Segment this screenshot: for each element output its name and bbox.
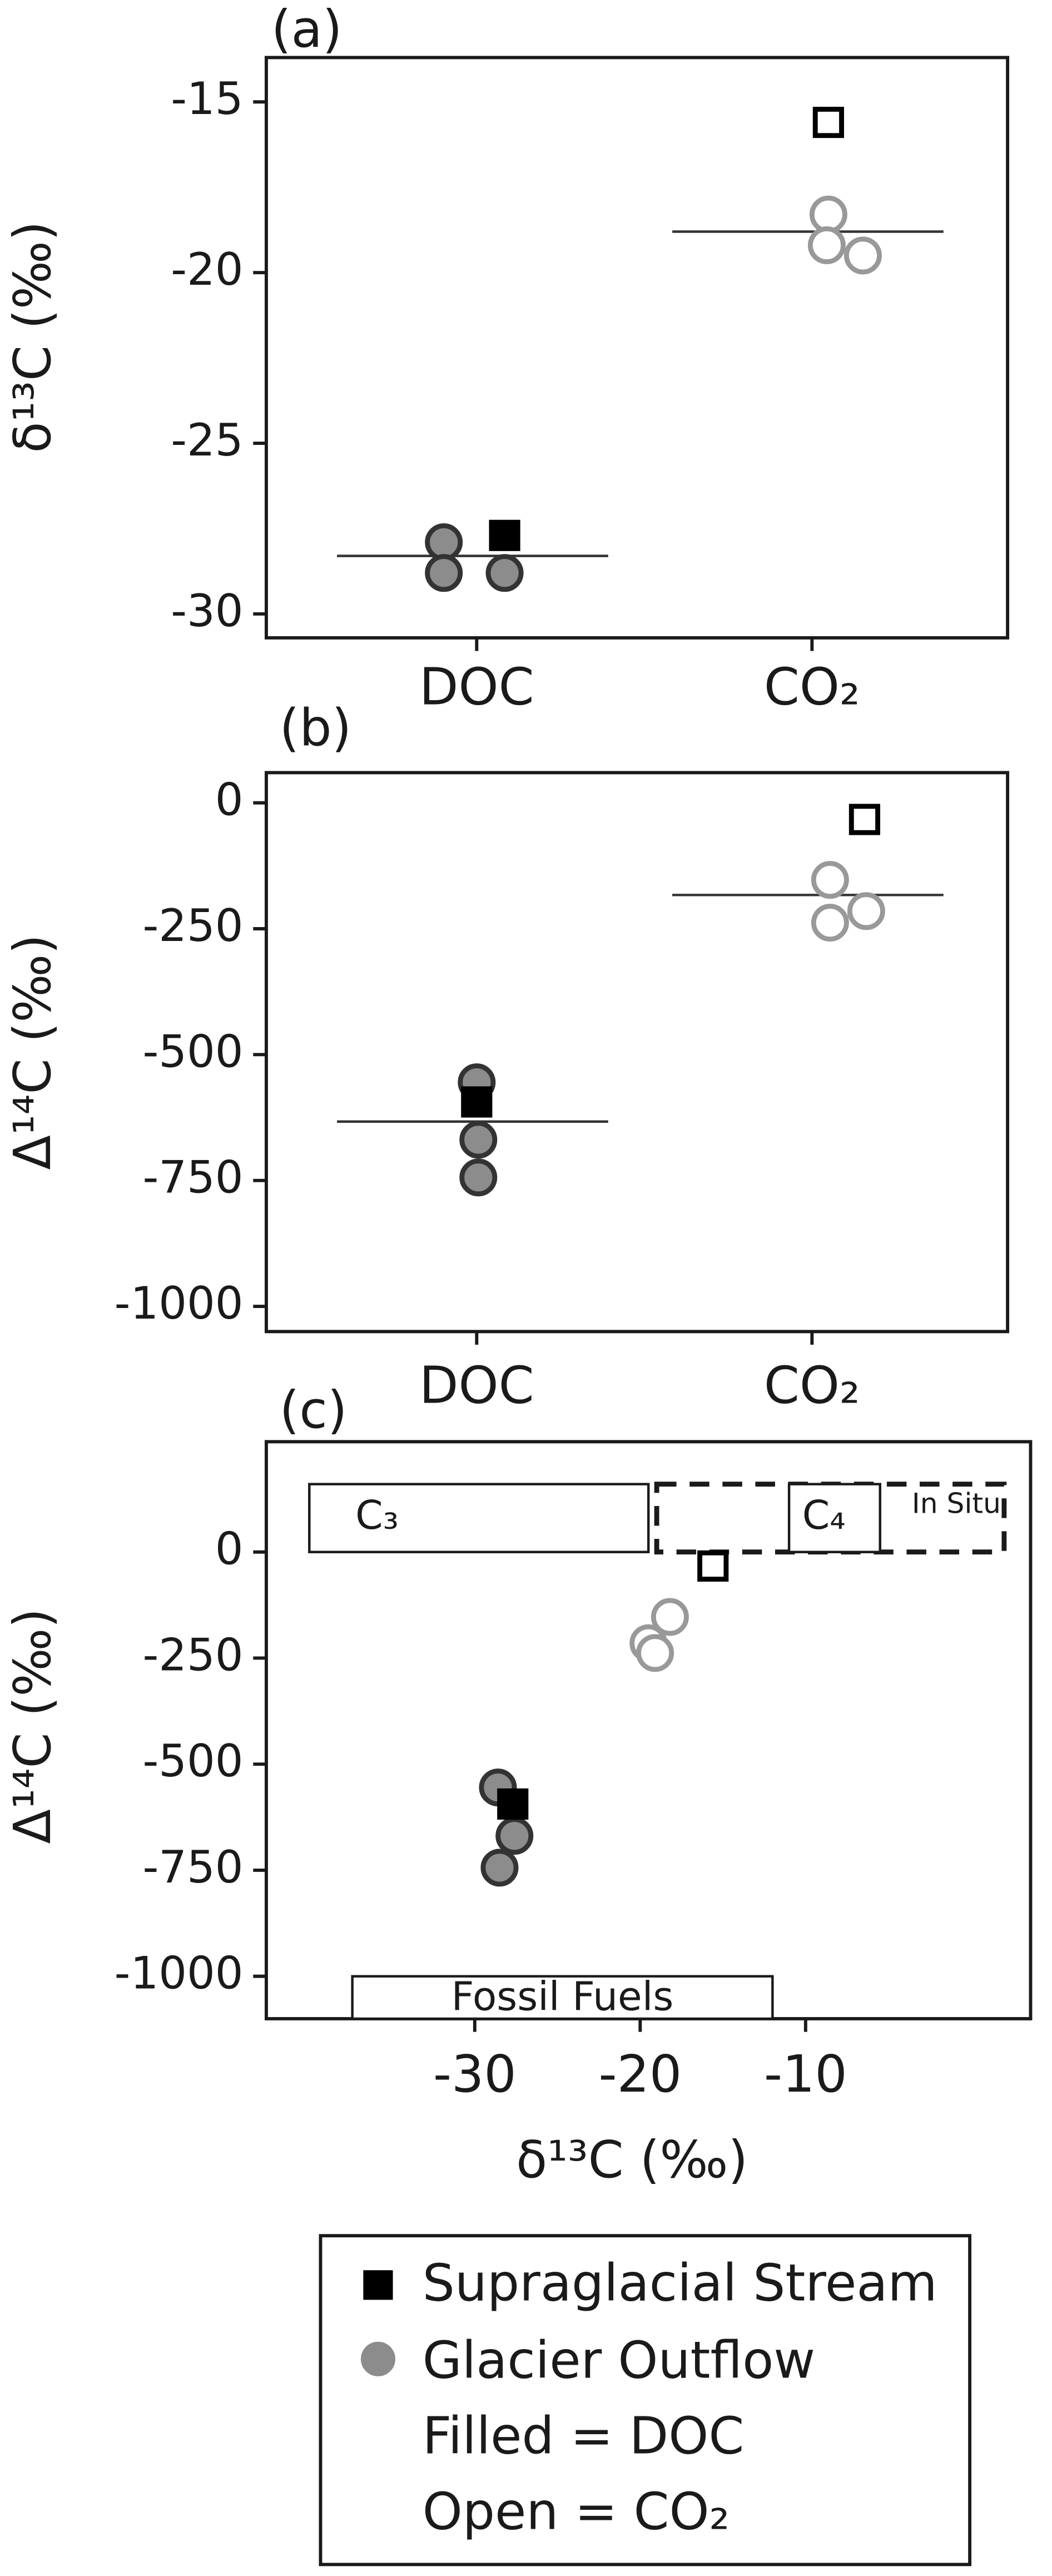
x-tick-label: -30 — [433, 2044, 517, 2104]
x-tick-label: DOC — [419, 1356, 534, 1415]
y-tick-label: -20 — [171, 244, 243, 295]
circle-marker — [636, 1634, 674, 1672]
circle-marker — [847, 892, 885, 930]
y-tick-label: 0 — [215, 774, 244, 826]
legend-note: Filled = DOC — [423, 2406, 745, 2466]
y-axis-label: δ¹³C (‰) — [3, 221, 62, 453]
circle-marker — [459, 1121, 498, 1159]
circle-marker — [651, 1598, 689, 1636]
plot-frame — [265, 56, 1010, 640]
y-tick-label: -750 — [142, 1152, 243, 1203]
square-marker — [489, 519, 520, 551]
y-axis-label: Δ¹⁴C (‰) — [3, 1608, 62, 1844]
legend-circle — [360, 2341, 396, 2376]
legend-note: Open = CO₂ — [423, 2482, 730, 2542]
square-marker — [848, 804, 881, 835]
panel-label: (a) — [271, 0, 343, 59]
y-tick-label: -500 — [142, 1026, 243, 1077]
range-label: In Situ — [912, 1487, 1001, 1520]
legend-label: Supraglacial Stream — [423, 2253, 937, 2313]
y-tick-label: -30 — [171, 585, 243, 637]
panel-label: (b) — [280, 698, 352, 757]
circle-marker — [843, 236, 882, 275]
y-tick-label: -1000 — [115, 1277, 244, 1329]
x-tick-label: DOC — [419, 657, 534, 716]
circle-marker — [425, 554, 463, 592]
range-box — [351, 1975, 774, 2020]
y-tick-label: -1000 — [115, 1948, 244, 1999]
legend-label: Glacier Outflow — [423, 2331, 815, 2390]
legend-box — [319, 2234, 972, 2567]
range-label: C₄ — [802, 1492, 846, 1538]
circle-marker — [811, 861, 849, 899]
circle-marker — [459, 1158, 498, 1197]
circle-marker — [809, 195, 847, 234]
square-marker — [461, 1086, 493, 1118]
square-marker — [812, 106, 844, 138]
circle-marker — [495, 1817, 534, 1855]
y-axis-label: Δ¹⁴C (‰) — [3, 934, 62, 1170]
legend-square — [363, 2270, 393, 2300]
y-tick-label: -500 — [142, 1735, 243, 1787]
y-tick-label: -750 — [142, 1841, 243, 1893]
y-tick-label: -25 — [171, 414, 243, 466]
range-box — [787, 1483, 881, 1553]
square-marker — [497, 1788, 529, 1820]
y-tick-label: -15 — [171, 73, 243, 125]
circle-marker — [425, 523, 463, 562]
range-box — [308, 1483, 650, 1553]
circle-marker — [807, 226, 846, 265]
y-tick-label: 0 — [215, 1523, 244, 1575]
range-label: Fossil Fuels — [451, 1973, 674, 2019]
circle-marker — [480, 1849, 519, 1887]
circle-marker — [485, 554, 524, 592]
x-tick-label: CO₂ — [764, 657, 860, 716]
square-marker — [697, 1550, 729, 1582]
x-tick-label: -20 — [599, 2044, 682, 2104]
range-label: C₃ — [355, 1492, 399, 1538]
plot-frame — [265, 771, 1010, 1334]
circle-marker — [811, 904, 849, 942]
y-tick-label: -250 — [142, 1629, 243, 1681]
panel-label: (c) — [280, 1380, 348, 1440]
y-tick-label: -250 — [142, 900, 243, 952]
x-tick-label: -10 — [764, 2044, 847, 2104]
x-tick-label: CO₂ — [764, 1356, 860, 1415]
x-axis-label: δ¹³C (‰) — [516, 2130, 748, 2189]
